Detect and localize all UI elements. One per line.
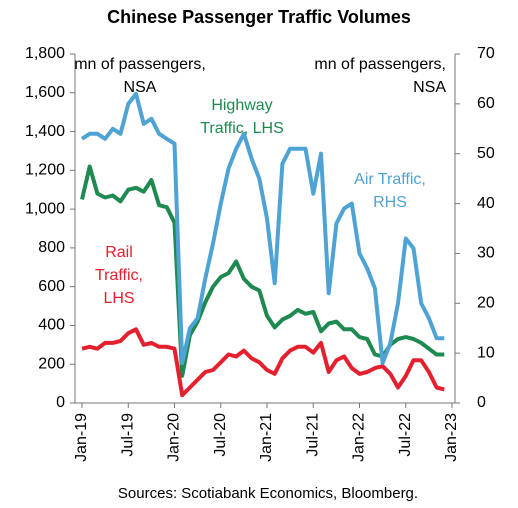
- y2-tick-label: 30: [477, 245, 495, 262]
- y2-tick-label: 70: [477, 45, 495, 62]
- series-line: [80, 91, 445, 366]
- y-tick-label: 1,600: [25, 84, 65, 101]
- x-tick-label: Jan-23: [443, 413, 460, 462]
- annotation: RHS: [373, 194, 407, 211]
- y2-tick-label: 20: [477, 295, 495, 312]
- annotation: NSA: [413, 79, 446, 96]
- y-tick-label: 400: [38, 317, 65, 334]
- annotation: Traffic, LHS: [200, 120, 284, 137]
- annotation: mn of passengers,: [314, 56, 446, 73]
- annotation: Air Traffic,: [354, 171, 426, 188]
- x-tick-label: Jan-21: [258, 413, 275, 462]
- chart-title: Chinese Passenger Traffic Volumes: [107, 7, 411, 27]
- y2-tick-label: 50: [477, 145, 495, 162]
- y-tick-label: 1,800: [25, 45, 65, 62]
- y2-tick-label: 60: [477, 95, 495, 112]
- x-tick-label: Jan-22: [351, 413, 368, 462]
- y-tick-label: 1,200: [25, 162, 65, 179]
- series-line: [81, 327, 445, 398]
- y-tick-label: 0: [56, 394, 65, 411]
- y-tick-label: 1,000: [25, 200, 65, 217]
- x-tick-label: Jan-19: [73, 413, 90, 462]
- y2-tick-label: 10: [477, 344, 495, 361]
- y-tick-label: 800: [38, 239, 65, 256]
- x-tick-label: Jul-19: [119, 413, 136, 457]
- annotation: Traffic,: [95, 267, 143, 284]
- annotation: Rail: [105, 244, 133, 261]
- x-tick-label: Jul-21: [304, 413, 321, 457]
- x-tick-label: Jul-22: [397, 413, 414, 457]
- y2-tick-label: 0: [477, 394, 486, 411]
- annotation: Highway: [211, 97, 272, 114]
- x-tick-label: Jul-20: [212, 413, 229, 457]
- y-tick-label: 200: [38, 355, 65, 372]
- source: Sources: Scotiabank Economics, Bloomberg…: [118, 485, 418, 502]
- x-tick-label: Jan-20: [166, 413, 183, 462]
- annotation: LHS: [103, 290, 134, 307]
- y-tick-label: 600: [38, 278, 65, 295]
- annotation: NSA: [124, 79, 157, 96]
- y-tick-label: 1,400: [25, 123, 65, 140]
- annotation: mn of passengers,: [74, 56, 206, 73]
- y2-tick-label: 40: [477, 195, 495, 212]
